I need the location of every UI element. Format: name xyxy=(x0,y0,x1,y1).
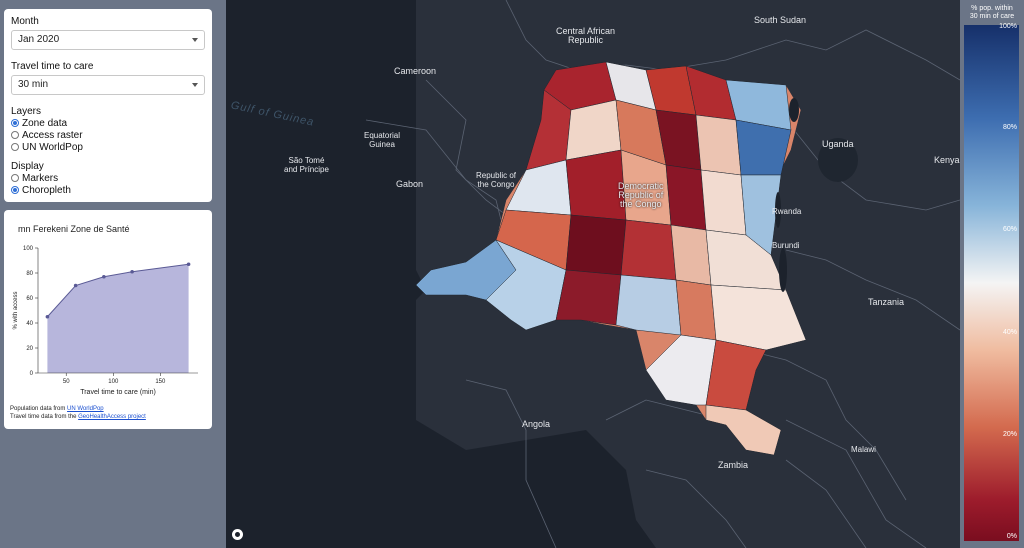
layer-option-label: Access raster xyxy=(22,129,83,141)
controls-panel: Month Jan 2020 Travel time to care 30 mi… xyxy=(4,9,212,202)
radio-button-icon[interactable] xyxy=(11,131,19,139)
x-tick-label: 100 xyxy=(108,379,119,385)
map-label-burundi: Burundi xyxy=(772,241,800,250)
travel-time-select-value: 30 min xyxy=(18,79,49,90)
map-label-sao-tome: São Tomé and Príncipe xyxy=(284,156,329,174)
legend-tick: 80% xyxy=(1002,124,1017,131)
data-point xyxy=(130,269,134,274)
population-source-prefix: Population data from xyxy=(10,406,68,412)
area-fill xyxy=(47,264,189,373)
y-tick-label: 80 xyxy=(26,271,33,277)
y-axis-label: % with access xyxy=(13,291,19,329)
chart-title: mn Ferekeni Zone de Santé xyxy=(18,224,130,234)
travel-source-note: Travel time data from the GeoHealthAcces… xyxy=(10,414,146,420)
layers-label: Layers xyxy=(11,106,42,117)
legend-color-bar: 100% 80% 60% 40% 20% 0% xyxy=(964,23,1019,541)
legend-tick: 20% xyxy=(1002,431,1017,438)
map-label-kenya: Kenya xyxy=(934,155,960,165)
layer-option[interactable]: UN WorldPop xyxy=(11,141,205,153)
data-point xyxy=(45,314,50,319)
map-label-republic-of-congo: Republic of the Congo xyxy=(476,171,517,189)
geohealthaccess-link[interactable]: GeoHealthAccess project xyxy=(78,414,146,420)
y-tick-label: 0 xyxy=(30,371,34,377)
legend-tick: 100% xyxy=(999,23,1017,30)
display-option[interactable]: Choropleth xyxy=(11,184,205,196)
x-tick-label: 50 xyxy=(63,379,70,385)
travel-source-prefix: Travel time data from the xyxy=(10,414,79,420)
data-point xyxy=(186,262,191,267)
y-tick-label: 60 xyxy=(26,296,33,302)
worldpop-link[interactable]: UN WorldPop xyxy=(67,406,104,412)
map-label-equatorial-guinea: Equatorial Guinea xyxy=(364,131,401,149)
lakes xyxy=(775,98,858,292)
data-point xyxy=(73,283,78,288)
map-label-uganda: Uganda xyxy=(822,139,854,149)
map-label-rwanda: Rwanda xyxy=(772,207,802,216)
travel-time-label: Travel time to care xyxy=(11,61,94,72)
y-tick-label: 20 xyxy=(26,346,33,352)
y-tick-label: 100 xyxy=(23,246,34,252)
legend-tick: 0% xyxy=(1006,533,1017,540)
layers-radio-group: Zone data Access raster UN WorldPop xyxy=(11,117,205,153)
population-source-note: Population data from UN WorldPop xyxy=(10,406,104,412)
display-option-label: Choropleth xyxy=(22,184,71,196)
radio-button-icon[interactable] xyxy=(11,186,19,194)
layer-option[interactable]: Access raster xyxy=(11,129,205,141)
x-axis-label: Travel time to care (min) xyxy=(80,389,156,396)
map-canvas[interactable]: South Sudan Central African Republic Cam… xyxy=(226,0,960,548)
map-label-drc: Democratic Republic of the Congo xyxy=(618,181,664,209)
basemap xyxy=(365,0,960,548)
travel-time-select[interactable]: 30 min xyxy=(11,75,205,95)
map-label-tanzania: Tanzania xyxy=(868,297,905,307)
radio-button-icon[interactable] xyxy=(11,119,19,127)
display-option-label: Markers xyxy=(22,172,59,184)
legend-title: % pop. within 30 min of care xyxy=(969,5,1015,20)
zone-chart-panel: mn Ferekeni Zone de Santé 0 20 40 60 80 100 50… xyxy=(4,210,212,429)
display-radio-group: Markers Choropleth xyxy=(11,172,205,196)
legend-tick: 40% xyxy=(1002,329,1017,336)
mapbox-logo-icon[interactable] xyxy=(232,529,243,540)
chevron-down-icon xyxy=(192,83,198,87)
month-select-value: Jan 2020 xyxy=(18,34,60,45)
display-label: Display xyxy=(11,161,44,172)
chevron-down-icon xyxy=(192,38,198,42)
data-point xyxy=(102,274,106,279)
month-select[interactable]: Jan 2020 xyxy=(11,30,205,50)
month-label: Month xyxy=(11,16,39,27)
radio-button-icon[interactable] xyxy=(11,143,19,151)
x-tick-label: 150 xyxy=(155,379,166,385)
map-label-angola: Angola xyxy=(522,419,551,429)
map-label-malawi: Malawi xyxy=(851,445,876,454)
map-label-zambia: Zambia xyxy=(718,460,749,470)
access-chart: 0 20 40 60 80 100 50 100 150 Travel time to care … xyxy=(13,246,198,396)
layer-option-label: UN WorldPop xyxy=(22,141,83,153)
display-option[interactable]: Markers xyxy=(11,172,205,184)
legend-tick: 60% xyxy=(1002,226,1017,233)
sidebar: Month Jan 2020 Travel time to care 30 mi… xyxy=(0,0,226,548)
map-label-south-sudan: South Sudan xyxy=(754,15,807,25)
map-label-car: Central African Republic xyxy=(556,26,616,45)
color-legend: % pop. within 30 min of care 100% 80% 60… xyxy=(960,0,1024,548)
radio-button-icon[interactable] xyxy=(11,174,19,182)
map-label-gabon: Gabon xyxy=(396,179,424,189)
layer-option[interactable]: Zone data xyxy=(11,117,205,129)
y-tick-label: 40 xyxy=(26,321,33,327)
map-label-cameroon: Cameroon xyxy=(394,66,437,76)
health-zones[interactable] xyxy=(415,61,807,456)
layer-option-label: Zone data xyxy=(22,117,68,129)
